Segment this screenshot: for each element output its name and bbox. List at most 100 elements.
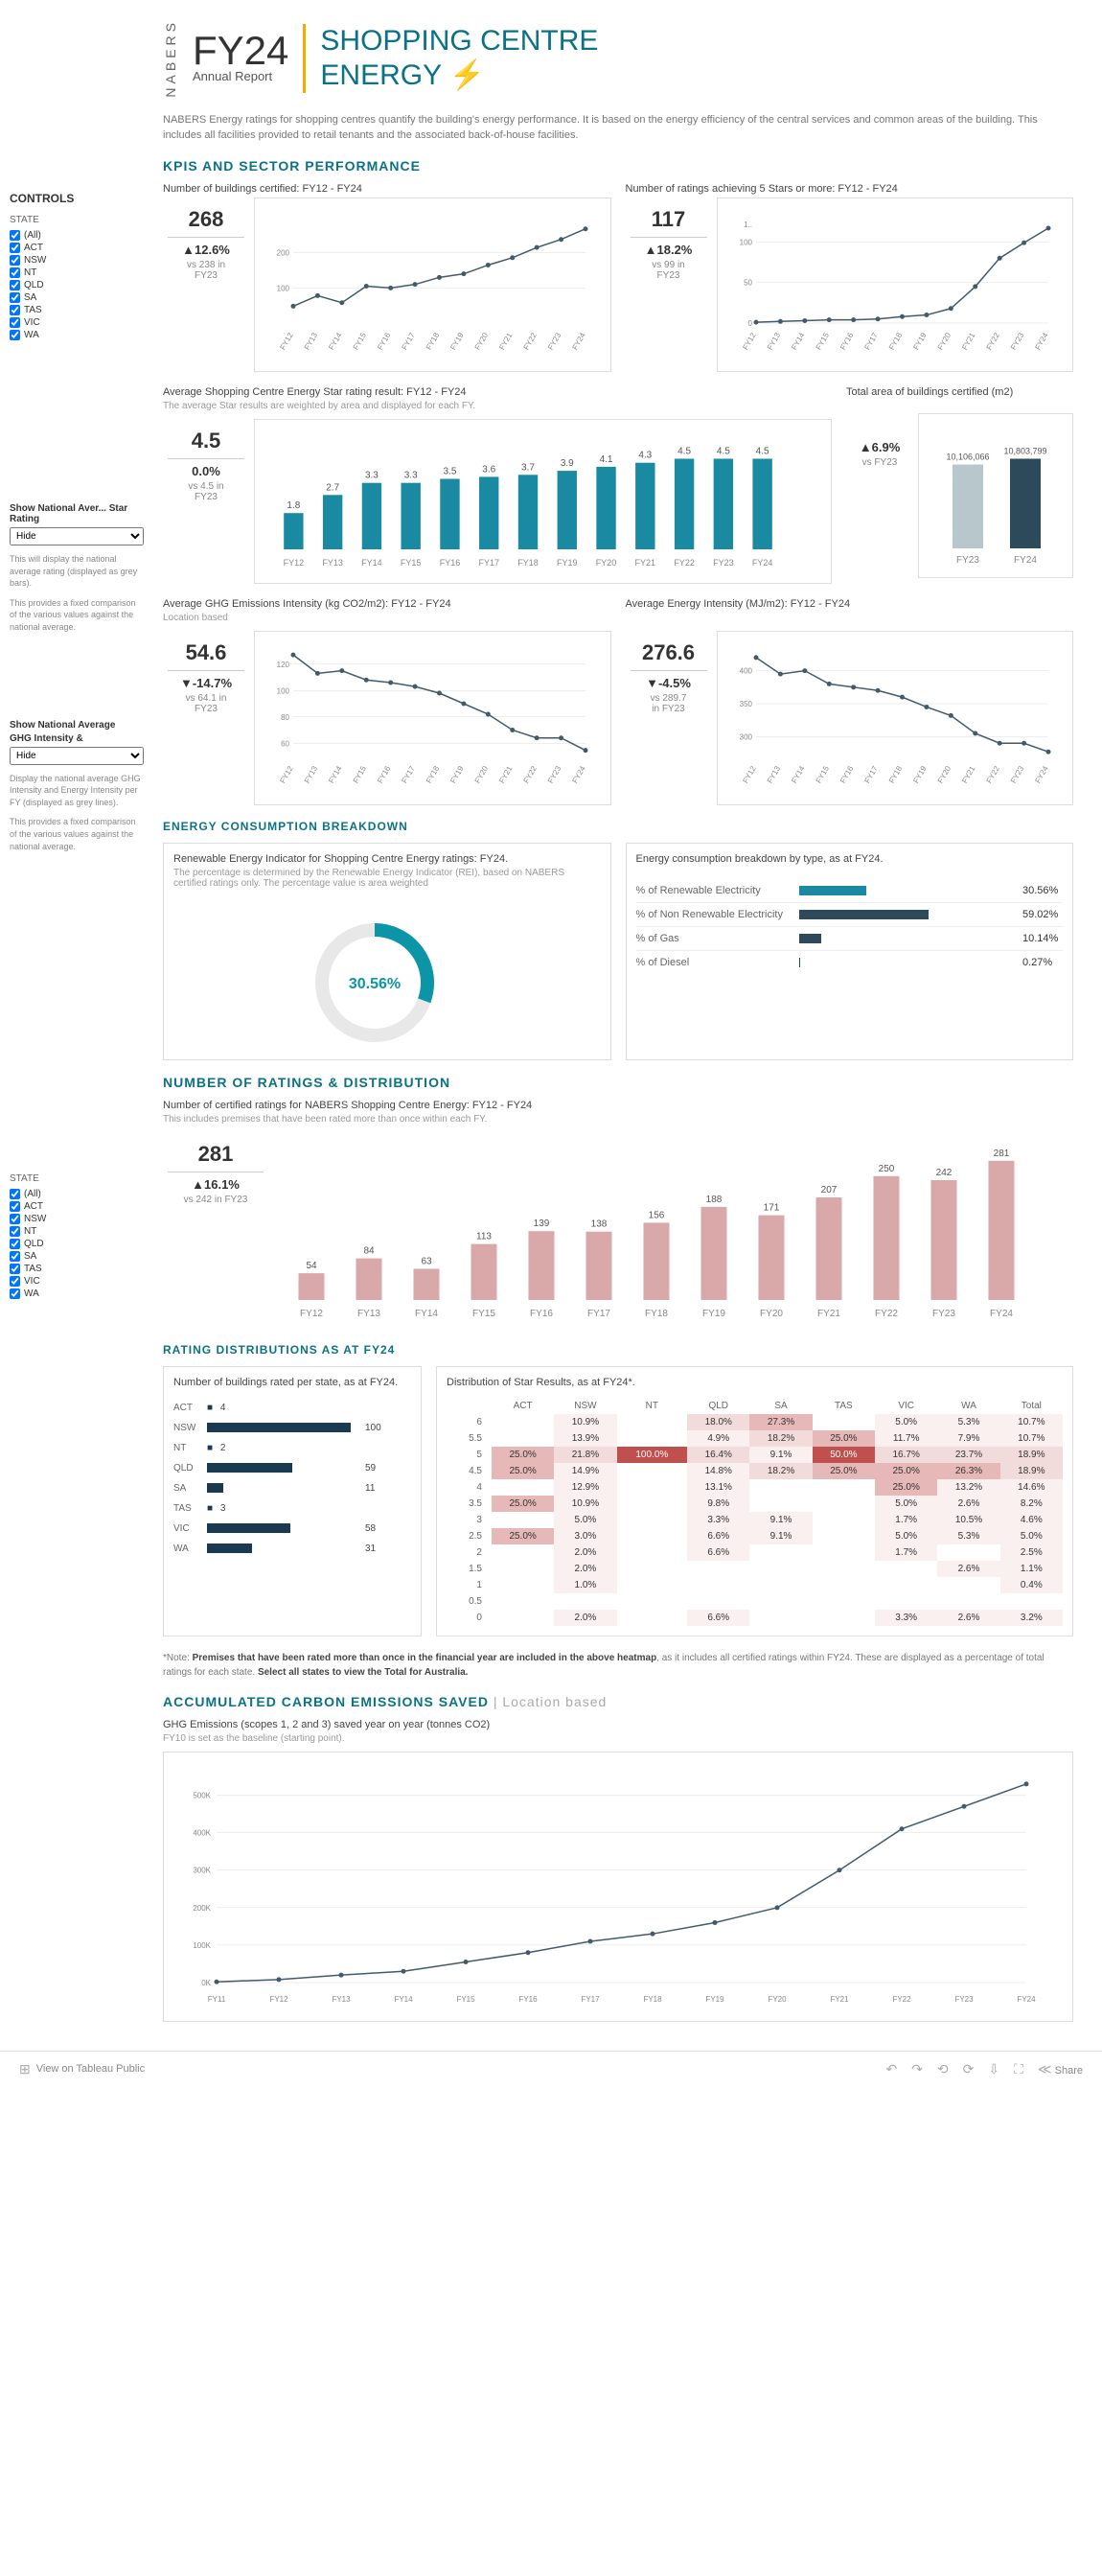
svg-text:FY14: FY14 <box>790 764 807 785</box>
svg-text:FY20: FY20 <box>935 331 953 352</box>
svg-text:FY15: FY15 <box>352 764 369 785</box>
state-checkbox-act[interactable]: ACT <box>10 1201 144 1212</box>
svg-text:FY21: FY21 <box>960 764 977 785</box>
state-checkbox-qld[interactable]: QLD <box>10 280 144 290</box>
ghg-toggle-label-b: GHG Intensity & <box>10 733 144 744</box>
state-bar-row: QLD59 <box>173 1463 411 1474</box>
state-bar-row: VIC58 <box>173 1523 411 1534</box>
svg-text:100: 100 <box>277 686 290 695</box>
total-area-chart: 10,106,066FY2310,803,799FY24 <box>918 413 1073 578</box>
svg-text:FY16: FY16 <box>376 331 393 352</box>
refresh-icon[interactable]: ⟳ <box>963 2061 975 2077</box>
share-button[interactable]: ≪ Share <box>1038 2061 1083 2077</box>
svg-text:FY23: FY23 <box>713 558 734 568</box>
state-checkbox-nt[interactable]: NT <box>10 1226 144 1237</box>
state-checkbox-tas[interactable]: TAS <box>10 1264 144 1274</box>
svg-text:1..: 1.. <box>744 220 752 229</box>
svg-text:84: 84 <box>363 1245 375 1256</box>
svg-text:FY15: FY15 <box>456 1995 475 2004</box>
svg-text:3.3: 3.3 <box>365 470 379 480</box>
svg-text:207: 207 <box>821 1185 838 1195</box>
star-rating-kpi: 4.5 0.0% vs 4.5 inFY23 <box>163 419 249 584</box>
ghg-kpi: 54.6 ▼-14.7% vs 64.1 inFY23 <box>163 631 249 805</box>
star-rating-toggle-select[interactable]: Hide <box>10 527 144 545</box>
state-checkbox-vic[interactable]: VIC <box>10 317 144 328</box>
state-checkbox-nsw[interactable]: NSW <box>10 1214 144 1224</box>
svg-text:FY24: FY24 <box>752 558 773 568</box>
revert-icon[interactable]: ⟲ <box>937 2061 949 2077</box>
undo-icon[interactable]: ↶ <box>885 2061 897 2077</box>
carbon-sub: FY10 is set as the baseline (starting po… <box>163 1733 1073 1744</box>
svg-text:FY24: FY24 <box>1033 331 1050 352</box>
svg-text:50: 50 <box>744 278 752 287</box>
per-state-card: Number of buildings rated per state, as … <box>163 1366 422 1636</box>
download-icon[interactable]: ⇩ <box>988 2061 999 2077</box>
bolt-icon: ⚡ <box>449 59 485 91</box>
buildings-cert-title: Number of buildings certified: FY12 - FY… <box>163 183 611 195</box>
svg-text:3.7: 3.7 <box>521 462 535 473</box>
report-desc: NABERS Energy ratings for shopping centr… <box>163 112 1073 144</box>
svg-text:FY24: FY24 <box>1033 764 1050 785</box>
svg-text:FY22: FY22 <box>522 331 540 352</box>
state-checkbox-nt[interactable]: NT <box>10 267 144 278</box>
cert-ratings-sub: This includes premises that have been ra… <box>163 1114 1073 1125</box>
svg-text:54: 54 <box>306 1261 317 1271</box>
svg-text:3.5: 3.5 <box>444 466 457 476</box>
svg-text:FY21: FY21 <box>497 764 515 785</box>
svg-text:FY21: FY21 <box>817 1309 840 1319</box>
fullscreen-icon[interactable]: ⛶ <box>1014 2061 1023 2077</box>
nabers-logo: NABERS <box>163 19 178 98</box>
svg-text:120: 120 <box>277 660 290 668</box>
state-checkbox-qld[interactable]: QLD <box>10 1239 144 1249</box>
svg-text:FY24: FY24 <box>1017 1995 1036 2004</box>
ghg-note2: This provides a fixed comparison of the … <box>10 816 144 852</box>
state-checkbox-tas[interactable]: TAS <box>10 305 144 315</box>
svg-text:4.1: 4.1 <box>600 453 613 464</box>
svg-text:10,106,066: 10,106,066 <box>946 452 989 461</box>
svg-text:FY13: FY13 <box>322 558 343 568</box>
svg-text:FY19: FY19 <box>705 1995 724 2004</box>
state-checkbox-sa[interactable]: SA <box>10 292 144 303</box>
tableau-icon: ⊞ <box>19 2061 31 2077</box>
ghg-title: Average GHG Emissions Intensity (kg CO2/… <box>163 598 611 610</box>
svg-text:FY19: FY19 <box>702 1309 725 1319</box>
state-checkbox-(all)[interactable]: (All) <box>10 1189 144 1199</box>
svg-text:FY17: FY17 <box>862 764 880 785</box>
svg-text:188: 188 <box>706 1194 723 1204</box>
state-checkbox-vic[interactable]: VIC <box>10 1276 144 1287</box>
state-checkbox-(all)[interactable]: (All) <box>10 230 144 241</box>
star-rating-chart: 1.8FY122.7FY133.3FY143.3FY153.5FY163.6FY… <box>254 419 832 584</box>
five-star-title: Number of ratings achieving 5 Stars or m… <box>626 183 1074 195</box>
svg-text:FY21: FY21 <box>830 1995 849 2004</box>
svg-text:281: 281 <box>994 1148 1010 1158</box>
svg-text:FY13: FY13 <box>357 1309 380 1319</box>
energy-int-title: Average Energy Intensity (MJ/m2): FY12 -… <box>626 598 1074 610</box>
svg-text:4.5: 4.5 <box>756 446 769 456</box>
state-checkbox-wa[interactable]: WA <box>10 1288 144 1299</box>
renewable-card: Renewable Energy Indicator for Shopping … <box>163 843 611 1060</box>
svg-text:FY19: FY19 <box>557 558 578 568</box>
tableau-link[interactable]: ⊞ View on Tableau Public <box>19 2061 145 2077</box>
svg-text:FY18: FY18 <box>886 331 904 352</box>
svg-text:FY13: FY13 <box>303 764 320 785</box>
svg-text:171: 171 <box>764 1202 780 1213</box>
state-bar-row: TAS■ 3 <box>173 1503 411 1514</box>
svg-text:FY17: FY17 <box>400 764 417 785</box>
svg-text:4.5: 4.5 <box>677 446 691 456</box>
state-checkbox-act[interactable]: ACT <box>10 243 144 253</box>
svg-text:FY23: FY23 <box>956 555 979 566</box>
heatmap-note: *Note: Premises that have been rated mor… <box>163 1651 1073 1680</box>
state-checkbox-sa[interactable]: SA <box>10 1251 144 1262</box>
svg-text:FY18: FY18 <box>425 331 442 352</box>
svg-text:FY14: FY14 <box>415 1309 438 1319</box>
svg-text:60: 60 <box>281 739 289 748</box>
buildings-cert-kpi: 268 ▲12.6% vs 238 inFY23 <box>163 197 249 372</box>
ghg-toggle-select[interactable]: Hide <box>10 747 144 765</box>
svg-text:0: 0 <box>747 319 752 328</box>
state-checkbox-nsw[interactable]: NSW <box>10 255 144 266</box>
ghg-toggle-label-a: Show National Average <box>10 720 144 731</box>
state-checkbox-wa[interactable]: WA <box>10 330 144 340</box>
redo-icon[interactable]: ↷ <box>911 2061 923 2077</box>
breakdown-row: % of Renewable Electricity30.56% <box>636 879 1064 903</box>
breakdown-row: % of Gas10.14% <box>636 927 1064 951</box>
